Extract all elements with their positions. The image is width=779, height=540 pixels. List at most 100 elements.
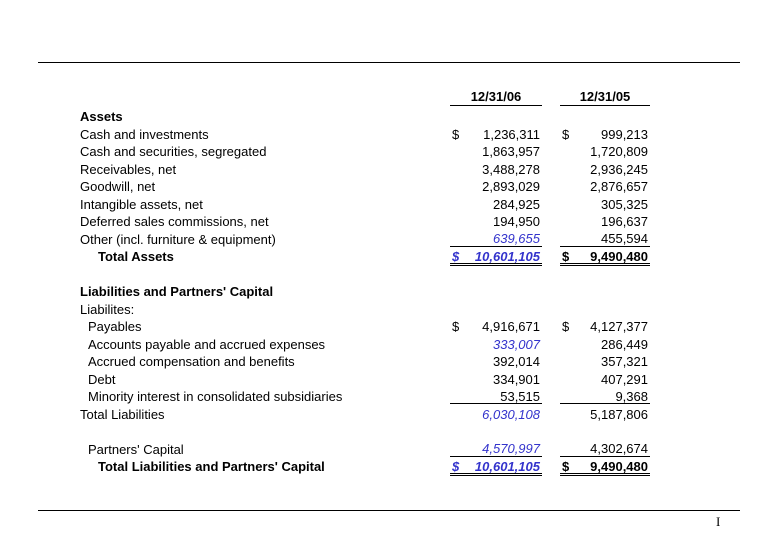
value-prior-year xyxy=(560,109,650,124)
row-label: Assets xyxy=(80,109,123,125)
row-label: Minority interest in consolidated subsid… xyxy=(88,389,343,405)
dollar-sign: $ xyxy=(562,458,570,474)
row-label: Receivables, net xyxy=(80,161,177,177)
dollar-sign: $ xyxy=(452,319,460,335)
value-prior-year: $9,490,480 xyxy=(560,248,650,267)
amount: 196,637 xyxy=(601,214,648,230)
amount: 10,601,105 xyxy=(474,248,540,264)
column-header-current-year: 12/31/06 xyxy=(450,88,542,106)
value-current-year: $10,601,105 xyxy=(450,248,542,267)
amount: 4,916,671 xyxy=(482,319,540,335)
row-label: Debt xyxy=(88,371,116,387)
table-row: Total Liabilities and Partners' Capital $… xyxy=(80,458,652,477)
table-row: Other (incl. furniture & equipment) 639,6… xyxy=(80,231,652,249)
table-header: 12/31/06 12/31/05 xyxy=(80,88,652,106)
amount: 2,936,245 xyxy=(590,161,648,177)
table-row: Accrued compensation and benefits 392,014… xyxy=(80,353,652,371)
row-label: Goodwill, net xyxy=(80,179,156,195)
dollar-sign: $ xyxy=(452,458,460,474)
table-row: Cash and securities, segregated 1,863,957… xyxy=(80,143,652,161)
table-row: Payables $4,916,671 $4,127,377 xyxy=(80,318,652,336)
row-label: Accrued compensation and benefits xyxy=(88,354,295,370)
amount: 455,594 xyxy=(601,231,648,247)
value-current-year: 6,030,108 xyxy=(450,407,542,422)
row-label: Cash and securities, segregated xyxy=(80,144,267,160)
table-row: Assets xyxy=(80,108,652,126)
amount: 639,655 xyxy=(493,231,540,247)
value-current-year xyxy=(450,302,542,317)
table-row: Deferred sales commissions, net 194,950 19… xyxy=(80,213,652,231)
row-label: Payables xyxy=(88,319,142,335)
value-current-year: 4,570,997 xyxy=(450,441,542,457)
dollar-sign: $ xyxy=(562,319,570,335)
bottom-divider xyxy=(38,510,740,511)
amount: 392,014 xyxy=(493,354,540,370)
value-current-year: 284,925 xyxy=(450,197,542,212)
amount: 4,302,674 xyxy=(590,441,648,457)
top-divider xyxy=(38,62,740,63)
dollar-sign: $ xyxy=(562,248,570,264)
amount: 9,490,480 xyxy=(590,458,648,474)
value-prior-year: 1,720,809 xyxy=(560,144,650,159)
amount: 9,368 xyxy=(615,388,648,404)
row-label: Other (incl. furniture & equipment) xyxy=(80,231,276,247)
value-prior-year: 196,637 xyxy=(560,214,650,229)
amount: 4,570,997 xyxy=(482,441,540,457)
table-row: Accounts payable and accrued expenses 333… xyxy=(80,336,652,354)
table-row: Liabilities and Partners' Capital xyxy=(80,283,652,301)
amount: 4,127,377 xyxy=(590,319,648,335)
table-row: Debt 334,901 407,291 xyxy=(80,371,652,389)
value-prior-year: 407,291 xyxy=(560,372,650,387)
value-prior-year: 357,321 xyxy=(560,354,650,369)
dollar-sign: $ xyxy=(452,126,460,142)
amount: 286,449 xyxy=(601,336,648,352)
dollar-sign: $ xyxy=(452,248,460,264)
row-label: Deferred sales commissions, net xyxy=(80,214,269,230)
value-current-year: 392,014 xyxy=(450,354,542,369)
value-prior-year: 455,594 xyxy=(560,231,650,247)
row-label: Accounts payable and accrued expenses xyxy=(88,336,326,352)
column-header-prior-year: 12/31/05 xyxy=(560,88,650,106)
value-current-year xyxy=(450,284,542,299)
table-row: Minority interest in consolidated subsid… xyxy=(80,388,652,406)
table-row: Cash and investments $1,236,311 $999,213 xyxy=(80,126,652,144)
amount: 357,321 xyxy=(601,354,648,370)
amount: 407,291 xyxy=(601,371,648,387)
amount: 6,030,108 xyxy=(482,406,540,422)
value-current-year: $4,916,671 xyxy=(450,319,542,334)
row-label: Partners' Capital xyxy=(88,441,184,457)
row-label: Total Liabilities and Partners' Capital xyxy=(98,459,325,475)
value-current-year: 639,655 xyxy=(450,231,542,247)
table-row: Goodwill, net 2,893,029 2,876,657 xyxy=(80,178,652,196)
value-prior-year: $999,213 xyxy=(560,127,650,142)
amount: 2,876,657 xyxy=(590,179,648,195)
amount: 53,515 xyxy=(500,388,540,404)
value-current-year: 333,007 xyxy=(450,337,542,352)
amount: 5,187,806 xyxy=(590,406,648,422)
value-prior-year xyxy=(560,302,650,317)
amount: 999,213 xyxy=(601,126,648,142)
amount: 284,925 xyxy=(493,196,540,212)
amount: 10,601,105 xyxy=(474,458,540,474)
sheet-rows: Assets Cash and investments $1,236,311 $999… xyxy=(80,108,652,477)
value-prior-year xyxy=(560,284,650,299)
amount: 1,236,311 xyxy=(483,126,540,142)
value-prior-year: 9,368 xyxy=(560,388,650,405)
spacer-row xyxy=(80,266,652,284)
row-label: Total Assets xyxy=(98,249,174,265)
row-label: Cash and investments xyxy=(80,126,209,142)
amount: 1,863,957 xyxy=(482,144,540,160)
value-current-year: 194,950 xyxy=(450,214,542,229)
value-prior-year: 5,187,806 xyxy=(560,407,650,422)
amount: 3,488,278 xyxy=(482,161,540,177)
table-row: Receivables, net 3,488,278 2,936,245 xyxy=(80,161,652,179)
value-current-year: 2,893,029 xyxy=(450,179,542,194)
value-current-year: 1,863,957 xyxy=(450,144,542,159)
page-marker: I xyxy=(716,514,721,529)
amount: 194,950 xyxy=(493,214,540,230)
value-current-year: 334,901 xyxy=(450,372,542,387)
value-prior-year: 2,876,657 xyxy=(560,179,650,194)
row-label: Liabilites: xyxy=(80,301,135,317)
row-label: Total Liabilities xyxy=(80,406,165,422)
table-row: Partners' Capital 4,570,997 4,302,674 xyxy=(80,441,652,459)
